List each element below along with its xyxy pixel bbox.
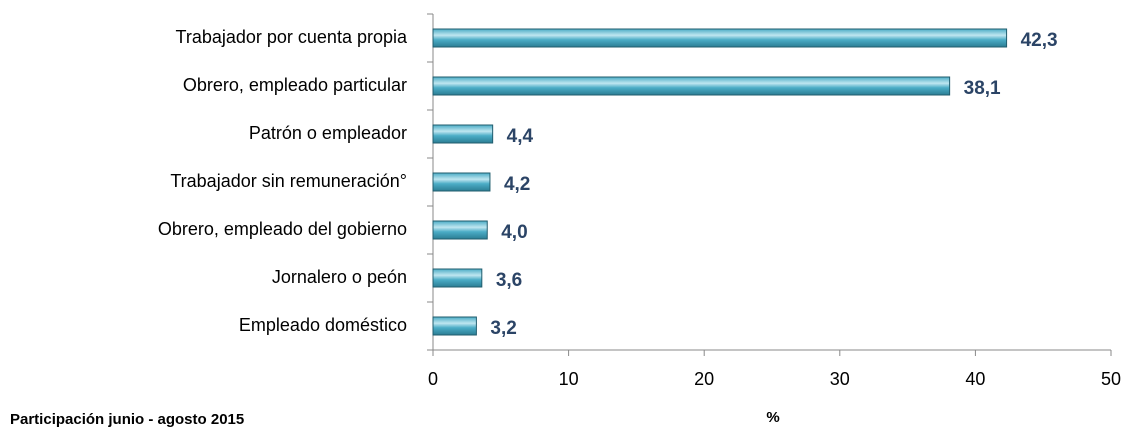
x-tick-label: 40 (965, 369, 985, 389)
x-tick-label: 10 (559, 369, 579, 389)
y-tick-label: Patrón o empleador (249, 123, 407, 143)
y-tick-label: Trabajador por cuenta propia (176, 27, 408, 47)
y-tick-label: Obrero, empleado particular (183, 75, 407, 95)
value-label: 3,2 (490, 318, 516, 339)
x-tick-label: 50 (1101, 369, 1121, 389)
value-label: 42,3 (1021, 30, 1058, 51)
bar (432, 268, 483, 288)
x-axis-label: % (766, 409, 779, 426)
bar (432, 220, 488, 240)
y-tick-label: Jornalero o peón (272, 267, 407, 287)
y-tick-label: Trabajador sin remuneración° (170, 171, 407, 191)
value-label: 38,1 (964, 78, 1001, 99)
annotation: Participación junio - agosto 2015 (10, 411, 244, 428)
value-label: 4,2 (504, 174, 530, 195)
x-tick-label: 30 (830, 369, 850, 389)
bar (432, 76, 951, 96)
x-tick-label: 0 (428, 369, 438, 389)
bar (432, 172, 491, 192)
y-tick-label: Empleado doméstico (239, 315, 407, 335)
y-tick-label: Obrero, empleado del gobierno (158, 219, 407, 239)
value-label: 4,0 (501, 222, 527, 243)
x-tick-label: 20 (694, 369, 714, 389)
value-label: 3,6 (496, 270, 522, 291)
bar (432, 28, 1008, 48)
value-label: 4,4 (507, 126, 534, 147)
bar (432, 316, 477, 336)
bar (432, 124, 494, 144)
